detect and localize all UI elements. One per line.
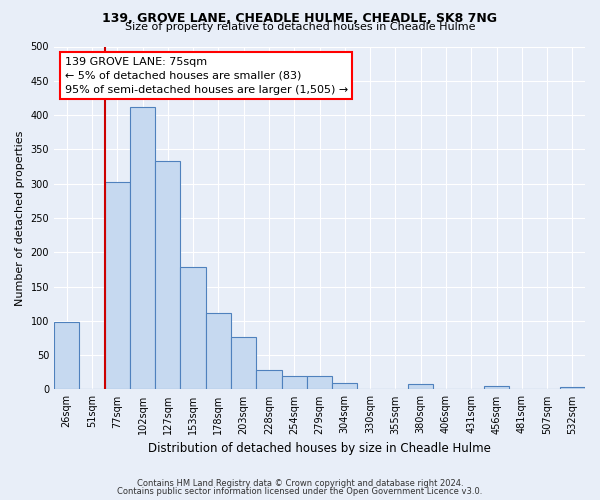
Bar (332, 384, 358, 390)
Bar (231, 336, 256, 390)
Bar (560, 388, 585, 390)
Bar (181, 268, 206, 390)
Bar (206, 312, 231, 390)
Text: Contains public sector information licensed under the Open Government Licence v3: Contains public sector information licen… (118, 487, 482, 496)
Bar (256, 370, 281, 390)
Y-axis label: Number of detached properties: Number of detached properties (15, 130, 25, 306)
Bar (408, 384, 433, 390)
Bar (155, 161, 181, 390)
Bar (104, 182, 130, 390)
Text: 139 GROVE LANE: 75sqm
← 5% of detached houses are smaller (83)
95% of semi-detac: 139 GROVE LANE: 75sqm ← 5% of detached h… (65, 57, 348, 95)
Text: Size of property relative to detached houses in Cheadle Hulme: Size of property relative to detached ho… (125, 22, 475, 32)
Bar (484, 386, 509, 390)
Bar (307, 376, 332, 390)
Bar (54, 322, 79, 390)
Text: Contains HM Land Registry data © Crown copyright and database right 2024.: Contains HM Land Registry data © Crown c… (137, 478, 463, 488)
Bar (130, 107, 155, 390)
Text: 139, GROVE LANE, CHEADLE HULME, CHEADLE, SK8 7NG: 139, GROVE LANE, CHEADLE HULME, CHEADLE,… (103, 12, 497, 26)
X-axis label: Distribution of detached houses by size in Cheadle Hulme: Distribution of detached houses by size … (148, 442, 491, 455)
Bar (281, 376, 307, 390)
